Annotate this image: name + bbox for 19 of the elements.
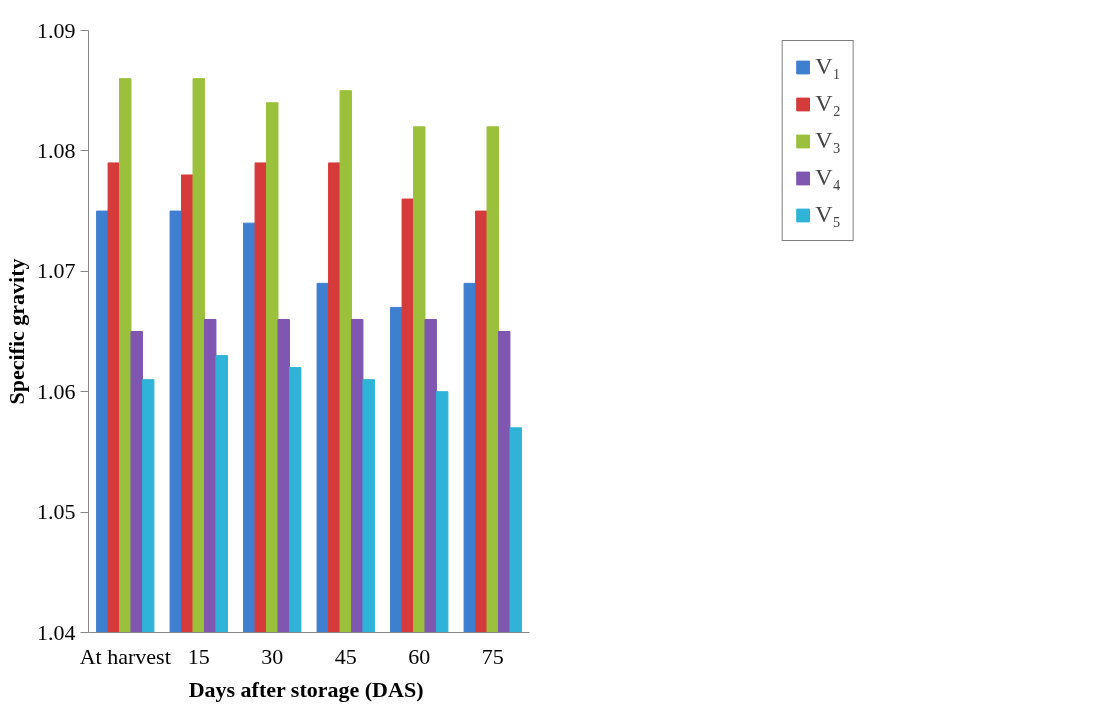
x-tick-label: 75 — [481, 643, 504, 669]
x-tick-label: 15 — [187, 643, 210, 669]
y-tick-label: 1.07 — [37, 258, 76, 284]
legend-label: V₂ — [815, 90, 841, 117]
y-tick-label: 1.04 — [37, 619, 76, 645]
x-tick-label: 60 — [408, 643, 431, 669]
legend-label: V₄ — [815, 164, 841, 191]
y-axis-title: Specific gravity — [4, 258, 29, 405]
y-tick-label: 1.05 — [37, 499, 76, 525]
y-tick-label: 1.08 — [37, 137, 76, 163]
x-tick-label: 45 — [334, 643, 357, 669]
x-tick-label: At harvest — [79, 643, 171, 669]
legend-label: V₁ — [815, 53, 841, 80]
y-tick-label: 1.06 — [37, 378, 76, 404]
x-tick-label: 30 — [261, 643, 284, 669]
legend-label: V₃ — [815, 127, 841, 154]
y-tick-label: 1.09 — [37, 17, 76, 43]
x-axis-title: Days after storage (DAS) — [188, 676, 424, 702]
legend-label: V₅ — [815, 201, 841, 228]
